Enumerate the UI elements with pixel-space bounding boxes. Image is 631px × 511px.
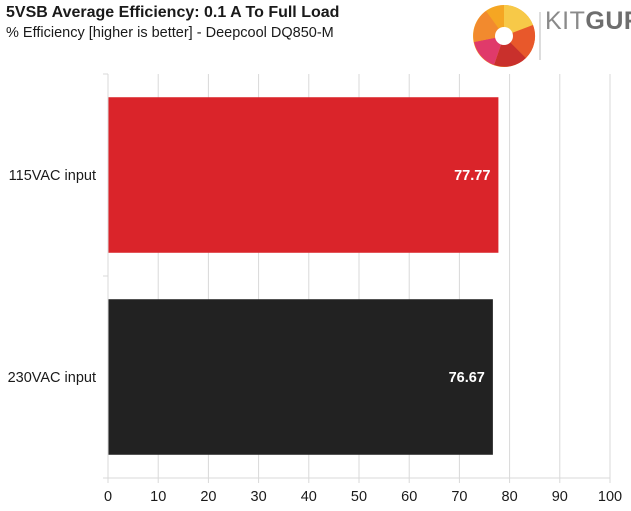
chart-subtitle: % Efficiency [higher is better] - Deepco… [6, 25, 334, 41]
x-tick-label: 60 [401, 489, 417, 505]
bar [108, 299, 493, 455]
category-label: 230VAC input [8, 370, 96, 386]
kitguru-wordmark: KITGURU [545, 7, 631, 36]
bars [108, 97, 499, 455]
x-tick-label: 20 [200, 489, 216, 505]
x-tick-label: 50 [351, 489, 367, 505]
x-tick-label: 90 [552, 489, 568, 505]
x-tick-label: 100 [598, 489, 622, 505]
x-axis-ticks: 0 10 20 30 40 50 60 70 80 90 100 [103, 73, 622, 505]
category-label: 115VAC input [9, 168, 96, 184]
x-tick-label: 80 [502, 489, 518, 505]
bar [108, 97, 499, 253]
data-label: 77.77 [454, 168, 490, 184]
logo-kit: KIT [545, 7, 586, 35]
x-tick-label: 0 [104, 489, 112, 505]
kitguru-logo [473, 4, 541, 67]
logo-guru: GURU [585, 7, 631, 35]
data-label: 76.67 [449, 370, 485, 386]
x-tick-label: 30 [251, 489, 267, 505]
x-tick-label: 40 [301, 489, 317, 505]
data-labels: 77.77 76.67 [449, 168, 491, 386]
category-labels: 115VAC input 230VAC input [8, 168, 96, 386]
chart-title: 5VSB Average Efficiency: 0.1 A To Full L… [6, 4, 340, 21]
x-tick-label: 70 [451, 489, 467, 505]
x-tick-label: 10 [150, 489, 166, 505]
